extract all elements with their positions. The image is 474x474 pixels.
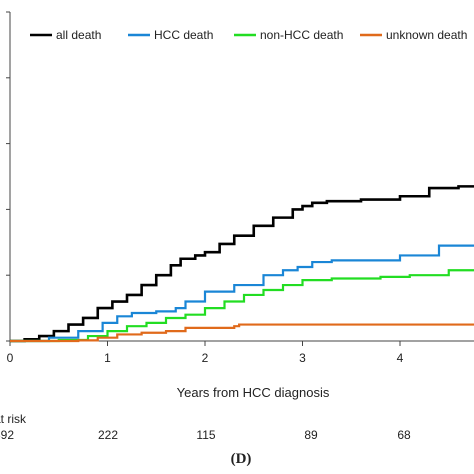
series-layer <box>10 185 474 343</box>
legend-entry-0: all death <box>56 28 101 42</box>
x-tick-label-3: 3 <box>299 351 306 365</box>
legend-entry-3: unknown death <box>386 28 467 42</box>
x-tick-label-4: 4 <box>396 351 404 365</box>
x-axis-label: Years from HCC diagnosis <box>176 385 330 400</box>
at-risk-value-1: 222 <box>97 428 119 442</box>
axes <box>6 11 474 346</box>
at-risk-value-4: 68 <box>397 428 411 442</box>
x-tick-label-2: 2 <box>201 351 209 365</box>
x-tick-label-0: 0 <box>6 351 14 365</box>
legend-entry-2: non-HCC death <box>260 28 343 42</box>
series-line-non-HCC-death <box>10 269 474 343</box>
legend: all death HCC death non-HCC death unknown d… <box>30 28 467 42</box>
panel-label: (D) <box>230 451 252 467</box>
legend-entry-1: HCC death <box>154 28 213 42</box>
series-line-all-death <box>10 185 474 343</box>
series-line-unknown-death <box>10 323 474 343</box>
series-line-HCC-death <box>10 244 474 343</box>
at-risk-label: at risk <box>0 412 27 426</box>
at-risk-value-3: 89 <box>304 428 318 442</box>
at-risk-value-2: 115 <box>196 428 216 442</box>
x-tick-label-1: 1 <box>104 351 111 365</box>
at-risk-value-0: 392 <box>0 428 15 442</box>
